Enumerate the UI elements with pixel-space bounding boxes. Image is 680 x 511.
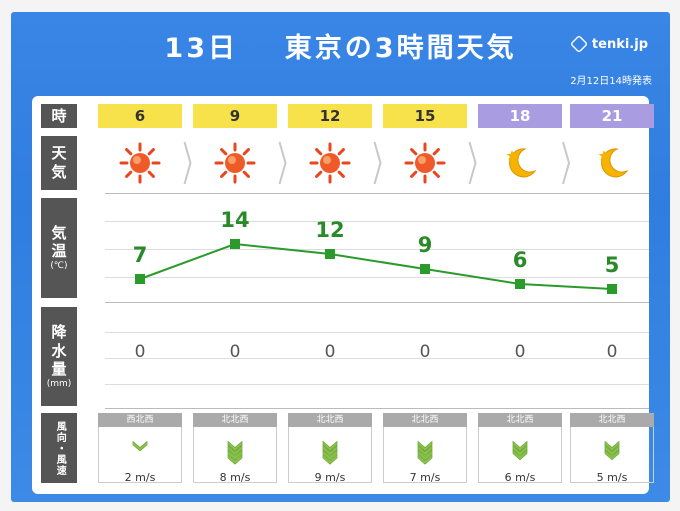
moon-icon — [498, 141, 542, 185]
temperature-label: 14 — [220, 208, 250, 232]
weather-separator — [183, 141, 192, 185]
wind-direction: 北北西 — [570, 413, 654, 427]
temperature-point — [515, 279, 525, 289]
sun-icon — [403, 141, 447, 185]
temperature-label: 7 — [132, 243, 148, 267]
temperature-line — [139, 242, 613, 290]
logo-text: tenki.jp — [591, 36, 648, 52]
temperature-point — [325, 249, 335, 259]
issued-time: 2月12日14時発表 — [570, 76, 652, 87]
title-main: 東京の3時間天気 — [284, 33, 517, 64]
sun-icon — [213, 141, 257, 185]
wind-direction: 北北西 — [478, 413, 562, 427]
tenki-logo[interactable]: tenki.jp — [569, 34, 648, 54]
label-weather: 天 気 — [41, 136, 77, 190]
wind-speed: 5 m/s — [596, 471, 628, 484]
wind-direction: 北北西 — [193, 413, 277, 427]
hour-header: 18 — [478, 104, 562, 128]
wind-arrow-icon — [318, 436, 342, 466]
wind-direction: 北北西 — [288, 413, 372, 427]
wind-speed: 9 m/s — [314, 471, 346, 484]
hour-header: 9 — [193, 104, 277, 128]
label-wind: 風向・風速 — [41, 413, 77, 483]
wind-cell — [193, 427, 277, 483]
wind-speed: 6 m/s — [504, 471, 536, 484]
hour-header: 6 — [98, 104, 182, 128]
hour-header: 21 — [570, 104, 654, 128]
temperature-label: 5 — [604, 253, 620, 277]
title-day: 13日 — [164, 33, 238, 64]
temperature-label: 12 — [315, 218, 345, 242]
wind-arrow-icon — [128, 436, 152, 466]
wind-arrow-icon — [508, 436, 532, 466]
hour-header: 12 — [288, 104, 372, 128]
wind-direction: 北北西 — [383, 413, 467, 427]
label-time: 時 — [41, 104, 77, 128]
wind-arrow-icon — [223, 436, 247, 466]
wind-cell — [478, 427, 562, 483]
page-title: 13日 東京の3時間天気 — [11, 26, 670, 65]
precipitation-value: 0 — [606, 342, 618, 362]
weather-separator — [278, 141, 287, 185]
wind-speed: 2 m/s — [124, 471, 156, 484]
wind-speed: 7 m/s — [409, 471, 441, 484]
hour-header: 15 — [383, 104, 467, 128]
wind-arrow-icon — [413, 436, 437, 466]
forecast-frame: 13日 東京の3時間天気 tenki.jp 2月12日14時発表 時 天 気 気… — [11, 12, 670, 502]
wind-arrow-icon — [600, 436, 624, 466]
wind-cell — [383, 427, 467, 483]
temperature-point — [230, 239, 240, 249]
moon-icon — [590, 141, 634, 185]
sun-icon — [118, 141, 162, 185]
temperature-label: 6 — [512, 248, 528, 272]
temperature-point — [420, 264, 430, 274]
wind-speed: 8 m/s — [219, 471, 251, 484]
weather-separator — [468, 141, 477, 185]
temperature-point — [135, 274, 145, 284]
wind-cell — [288, 427, 372, 483]
wind-direction: 西北西 — [98, 413, 182, 427]
weather-separator — [373, 141, 382, 185]
logo-icon — [569, 34, 589, 54]
precipitation-value: 0 — [324, 342, 336, 362]
label-temperature: 気 温 (℃) — [41, 198, 77, 298]
label-precipitation: 降 水 量 (mm) — [41, 307, 77, 406]
sun-icon — [308, 141, 352, 185]
precipitation-value: 0 — [419, 342, 431, 362]
wind-cell — [98, 427, 182, 483]
temperature-label: 9 — [417, 233, 433, 257]
precipitation-value: 0 — [134, 342, 146, 362]
precipitation-value: 0 — [514, 342, 526, 362]
weather-separator — [562, 141, 571, 185]
forecast-panel: 時 天 気 気 温 (℃) 降 水 量 (mm) 風向・風速 — [32, 96, 654, 494]
precipitation-value: 0 — [229, 342, 241, 362]
temperature-point — [607, 284, 617, 294]
wind-cell — [570, 427, 654, 483]
